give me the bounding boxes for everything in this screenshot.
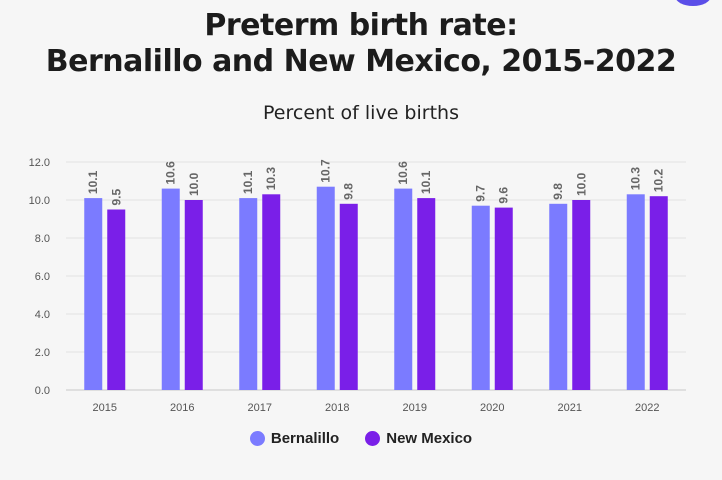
bar-new-mexico-2019 xyxy=(417,198,436,390)
x-tick-label: 2017 xyxy=(248,402,272,414)
corner-avatar-badge xyxy=(675,0,711,6)
data-label-new-mexico-2017: 10.3 xyxy=(264,167,278,191)
bar-bernalillo-2015 xyxy=(84,198,103,390)
data-label-bernalillo-2021: 9.8 xyxy=(551,183,565,200)
legend-item-new-mexico[interactable]: New Mexico xyxy=(365,430,472,447)
chart-legend: Bernalillo New Mexico xyxy=(0,430,722,447)
bar-new-mexico-2018 xyxy=(339,203,358,390)
chart-title-line-1: Preterm birth rate: xyxy=(204,8,518,43)
bar-bernalillo-2022 xyxy=(626,194,645,390)
x-tick-label: 2019 xyxy=(403,402,427,414)
y-tick-label: 4.0 xyxy=(35,309,50,321)
legend-swatch-new-mexico xyxy=(365,431,381,446)
legend-swatch-bernalillo xyxy=(249,431,265,446)
data-label-new-mexico-2018: 9.8 xyxy=(342,183,356,200)
x-tick-label: 2018 xyxy=(325,402,349,414)
bar-bernalillo-2017 xyxy=(239,198,258,390)
bar-bernalillo-2016 xyxy=(161,188,180,390)
bar-new-mexico-2022 xyxy=(649,196,668,390)
legend-item-bernalillo[interactable]: Bernalillo xyxy=(249,430,340,447)
bar-bernalillo-2021 xyxy=(549,203,568,390)
y-tick-label: 8.0 xyxy=(35,233,50,245)
data-label-new-mexico-2015: 9.5 xyxy=(109,188,123,205)
x-tick-label: 2015 xyxy=(93,402,117,414)
chart-title-line-2: Bernalillo and New Mexico, 2015-2022 xyxy=(45,44,677,79)
chart-subtitle: Percent of live births xyxy=(263,102,459,124)
legend-label-bernalillo: Bernalillo xyxy=(270,430,340,447)
data-label-bernalillo-2022: 10.3 xyxy=(629,167,643,191)
data-label-bernalillo-2017: 10.1 xyxy=(241,170,255,194)
data-label-bernalillo-2016: 10.6 xyxy=(164,161,178,185)
data-label-bernalillo-2019: 10.6 xyxy=(396,161,410,185)
data-label-bernalillo-2015: 10.1 xyxy=(86,170,100,194)
y-tick-label: 10.0 xyxy=(29,195,50,207)
data-label-new-mexico-2021: 10.0 xyxy=(574,172,588,196)
data-label-new-mexico-2020: 9.6 xyxy=(497,187,511,204)
legend-label-new-mexico: New Mexico xyxy=(386,430,473,447)
x-tick-label: 2022 xyxy=(635,402,659,414)
x-tick-label: 2016 xyxy=(170,402,194,414)
data-label-new-mexico-2019: 10.1 xyxy=(419,170,433,194)
bar-bernalillo-2018 xyxy=(316,186,335,390)
y-tick-label: 6.0 xyxy=(35,271,50,283)
y-tick-label: 0.0 xyxy=(35,385,50,397)
data-label-bernalillo-2018: 10.7 xyxy=(319,159,333,183)
data-label-bernalillo-2020: 9.7 xyxy=(474,185,488,202)
data-label-new-mexico-2016: 10.0 xyxy=(187,172,201,196)
bar-new-mexico-2015 xyxy=(107,209,126,390)
y-tick-label: 12.0 xyxy=(29,157,50,169)
bar-new-mexico-2021 xyxy=(572,200,591,390)
bar-bernalillo-2020 xyxy=(471,205,490,390)
data-label-new-mexico-2022: 10.2 xyxy=(652,169,666,193)
bar-new-mexico-2016 xyxy=(184,200,203,390)
bar-bernalillo-2019 xyxy=(394,188,413,390)
bar-new-mexico-2017 xyxy=(262,194,281,390)
x-tick-label: 2021 xyxy=(558,402,582,414)
bar-new-mexico-2020 xyxy=(494,207,513,390)
x-tick-label: 2020 xyxy=(480,402,504,414)
y-tick-label: 2.0 xyxy=(35,347,50,359)
